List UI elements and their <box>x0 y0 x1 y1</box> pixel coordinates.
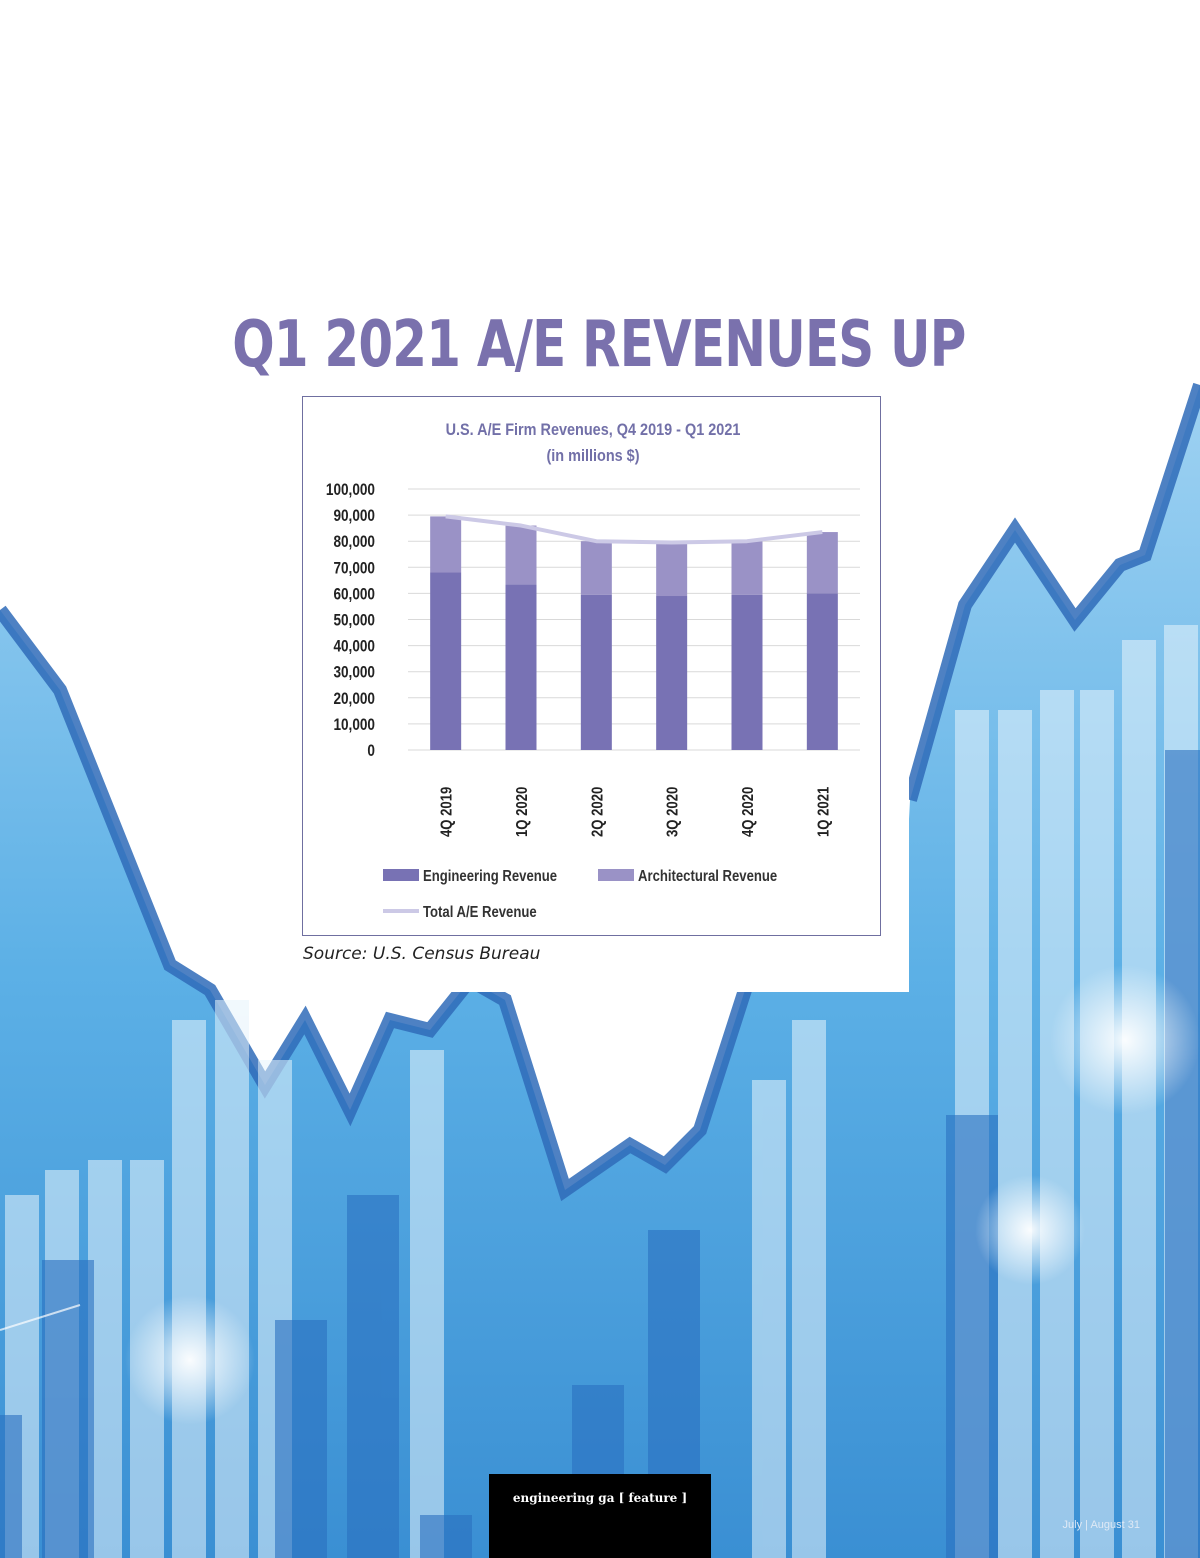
grid-lines <box>408 488 860 751</box>
bars <box>430 516 838 750</box>
x-tick-label: 1Q 2021 <box>815 787 832 837</box>
y-tick-label: 30,000 <box>333 663 375 682</box>
bar-architectural <box>806 532 838 594</box>
y-tick-label: 0 <box>367 742 375 761</box>
y-tick-label: 10,000 <box>333 716 375 735</box>
bar-engineering <box>580 594 612 750</box>
bar-architectural <box>731 541 763 595</box>
y-tick-label: 100,000 <box>326 481 375 500</box>
chart-subtitle: (in millions $) <box>546 447 639 465</box>
total-line <box>445 514 823 545</box>
y-axis-ticks: 0 10,000 20,000 30,000 40,000 50,000 60,000 70,… <box>326 481 375 761</box>
y-tick-label: 50,000 <box>333 611 375 630</box>
footer-publication-block: engineering ga [ feature ] <box>489 1474 711 1558</box>
legend-swatch <box>598 869 634 881</box>
bar-engineering <box>656 596 688 750</box>
legend-swatch <box>383 869 419 881</box>
page-headline: Q1 2021 A/E REVENUES UP <box>232 308 966 382</box>
bar-architectural <box>656 542 688 597</box>
mountain-ridge <box>0 382 1200 1202</box>
bar-engineering <box>806 593 838 750</box>
y-tick-label: 60,000 <box>333 585 375 604</box>
legend-label: Engineering Revenue <box>423 868 557 885</box>
chart-title: U.S. A/E Firm Revenues, Q4 2019 - Q1 202… <box>446 421 741 439</box>
bar-architectural <box>580 541 612 595</box>
y-tick-label: 90,000 <box>333 507 375 526</box>
source-note: Source: U.S. Census Bureau <box>303 944 541 964</box>
y-tick-label: 20,000 <box>333 689 375 708</box>
bar-engineering <box>430 572 462 750</box>
bar-engineering <box>731 594 763 750</box>
x-tick-label: 3Q 2020 <box>665 787 682 837</box>
legend-label: Total A/E Revenue <box>423 904 537 921</box>
bar-architectural <box>430 516 462 573</box>
x-axis-ticks: 4Q 2019 1Q 2020 2Q 2020 3Q 2020 4Q 2020 1Q 20… <box>439 787 833 837</box>
legend: Engineering Revenue Architectural Revenue… <box>383 868 777 921</box>
y-tick-label: 80,000 <box>333 533 375 552</box>
chart-frame: U.S. A/E Firm Revenues, Q4 2019 - Q1 202… <box>302 396 881 936</box>
x-tick-label: 4Q 2020 <box>740 787 757 837</box>
y-tick-label: 70,000 <box>333 559 375 578</box>
footer-date: July | August 31 <box>1062 1519 1140 1531</box>
x-tick-label: 1Q 2020 <box>514 787 531 837</box>
y-tick-label: 40,000 <box>333 637 375 656</box>
bar-architectural <box>505 525 537 585</box>
x-tick-label: 2Q 2020 <box>589 787 606 837</box>
x-tick-label: 4Q 2019 <box>439 787 456 837</box>
total-revenue-line <box>445 514 823 545</box>
revenue-chart: U.S. A/E Firm Revenues, Q4 2019 - Q1 202… <box>326 421 860 921</box>
legend-label: Architectural Revenue <box>638 868 777 885</box>
mountain-area <box>0 385 1200 1558</box>
footer-publication: engineering ga [ feature ] <box>512 1491 688 1505</box>
bar-engineering <box>505 584 537 750</box>
